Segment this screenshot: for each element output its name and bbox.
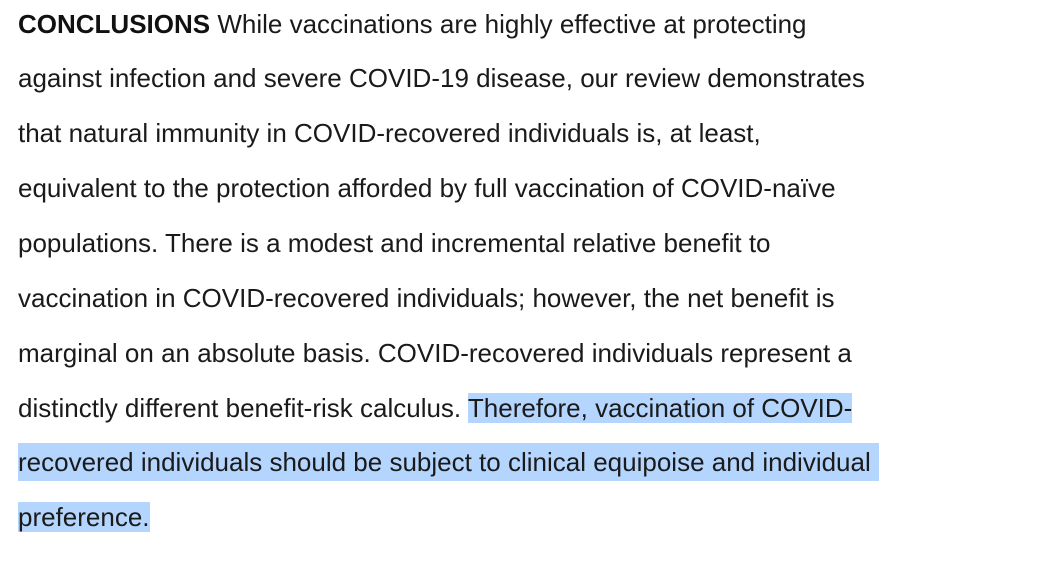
text-line-6: vaccination in COVID-recovered individua… [18, 279, 835, 317]
paragraph-text: vaccination in COVID-recovered individua… [18, 283, 835, 313]
text-line-5: populations. There is a modest and incre… [18, 224, 771, 262]
paragraph-text: marginal on an absolute basis. COVID-rec… [18, 338, 852, 368]
text-line-3: that natural immunity in COVID-recovered… [18, 114, 761, 152]
paragraph-text: While vaccinations are highly effective … [210, 9, 807, 39]
section-heading: CONCLUSIONS [18, 9, 211, 39]
text-line-7: marginal on an absolute basis. COVID-rec… [18, 334, 852, 372]
text-line-10: preference. [18, 498, 150, 536]
text-line-2: against infection and severe COVID-19 di… [18, 59, 865, 97]
text-line-1: CONCLUSIONS While vaccinations are highl… [18, 5, 807, 43]
selected-text[interactable]: Therefore, vaccination of COVID- [467, 393, 853, 423]
selected-text[interactable]: preference. [18, 502, 150, 532]
paragraph-text: distinctly different benefit-risk calcul… [18, 393, 468, 423]
selected-text[interactable]: recovered individuals should be subject … [18, 443, 879, 481]
paragraph-text: against infection and severe COVID-19 di… [18, 63, 865, 93]
paragraph-text: that natural immunity in COVID-recovered… [18, 118, 761, 148]
text-line-9: recovered individuals should be subject … [18, 443, 879, 481]
paragraph-text: equivalent to the protection afforded by… [18, 173, 836, 203]
text-line-8: distinctly different benefit-risk calcul… [18, 389, 853, 427]
paragraph-text: populations. There is a modest and incre… [18, 228, 771, 258]
text-line-4: equivalent to the protection afforded by… [18, 169, 836, 207]
